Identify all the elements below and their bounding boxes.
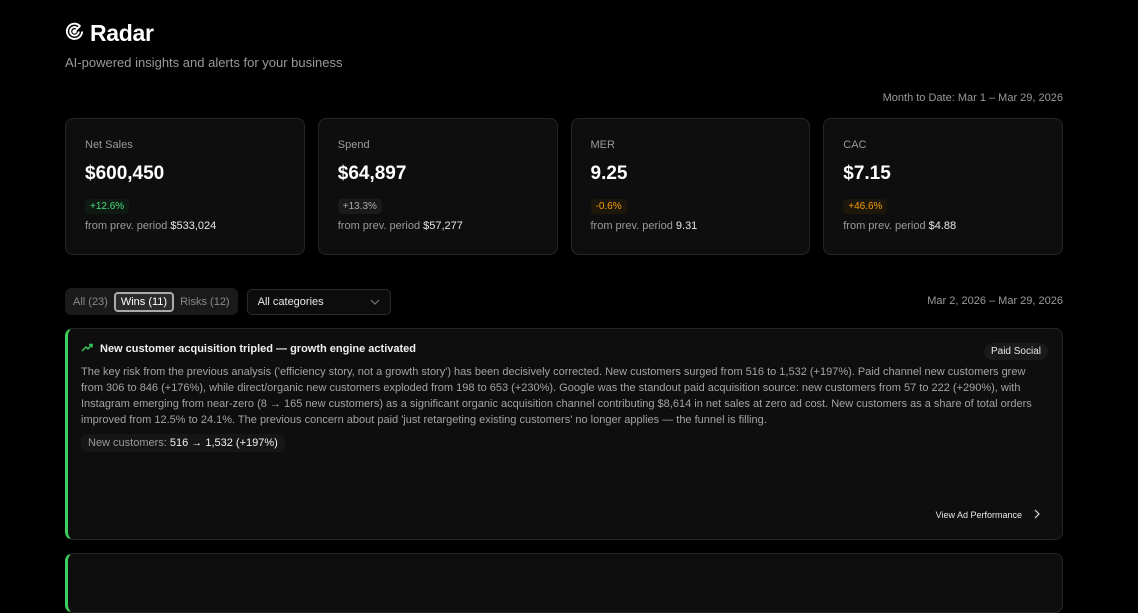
kpi-prev-value: $57,277 — [423, 220, 463, 232]
insight-card — [65, 553, 1063, 613]
kpi-card-mer: MER 9.25 -0.6% from prev. period 9.31 — [570, 118, 811, 255]
category-select-value: All categories — [257, 295, 324, 308]
kpi-label: CAC — [843, 139, 867, 151]
kpi-value: $7.15 — [843, 163, 891, 184]
metric-label: New customers: — [88, 437, 167, 449]
kpi-change-badge: +46.6% — [843, 199, 888, 214]
category-tag: Paid Social — [983, 343, 1048, 360]
view-ad-performance-link[interactable]: View Ad Performance — [936, 509, 1040, 521]
link-label: View Ad Performance — [935, 510, 1022, 520]
insight-title: New customer acquisition tripled — growt… — [100, 343, 416, 355]
kpi-value: $600,450 — [85, 163, 165, 184]
tab-all[interactable]: All (23) — [73, 295, 108, 308]
kpi-value: $64,897 — [337, 163, 407, 184]
kpi-prev-value: $4.88 — [928, 220, 957, 232]
kpi-change-badge: +13.3% — [337, 199, 382, 214]
app-title: Radar — [90, 20, 154, 46]
period-label: Month to Date: Mar 1 – Mar 29, 2026 — [882, 92, 1063, 104]
kpi-prev-label: from prev. period — [590, 220, 673, 232]
kpi-label: Net Sales — [85, 139, 133, 151]
kpi-label: Spend — [337, 139, 370, 151]
category-select[interactable]: All categories — [246, 288, 391, 315]
chevron-right-icon — [1034, 509, 1040, 521]
kpi-prev-value: $533,024 — [170, 220, 217, 232]
trending-up-icon — [81, 343, 93, 355]
insight-card: New customer acquisition tripled — growt… — [65, 328, 1063, 540]
kpi-change-badge: -0.6% — [590, 199, 627, 214]
kpi-prev-label: from prev. period — [843, 220, 926, 232]
insight-metric: New customers: 516 → 1,532 (+197%) — [81, 434, 285, 452]
insight-body: The key risk from the previous analysis … — [81, 366, 1032, 426]
tab-risks[interactable]: Risks (12) — [180, 295, 230, 308]
metric-value: 516 → 1,532 (+197%) — [169, 437, 278, 449]
radar-icon — [65, 22, 84, 46]
kpi-card-spend: Spend $64,897 +13.3% from prev. period $… — [317, 118, 558, 255]
app-subtitle: AI-powered insights and alerts for your … — [65, 55, 343, 70]
insight-filter-tabs: All (23) Wins (11) Risks (12) — [65, 288, 238, 315]
kpi-value: 9.25 — [590, 163, 628, 184]
kpi-prev-label: from prev. period — [85, 220, 168, 232]
kpi-prev-value: 9.31 — [675, 220, 698, 232]
insights-date-range: Mar 2, 2026 – Mar 29, 2026 — [927, 295, 1063, 307]
kpi-prev-label: from prev. period — [337, 220, 421, 232]
chevron-down-icon — [370, 296, 380, 308]
kpi-label: MER — [590, 139, 615, 151]
tab-wins[interactable]: Wins (11) — [113, 291, 175, 312]
app-header: Radar — [65, 20, 154, 47]
kpi-card-cac: CAC $7.15 +46.6% from prev. period $4.88 — [823, 118, 1063, 255]
kpi-change-badge: +12.6% — [85, 199, 130, 214]
kpi-card-net-sales: Net Sales $600,450 +12.6% from prev. per… — [65, 118, 305, 255]
